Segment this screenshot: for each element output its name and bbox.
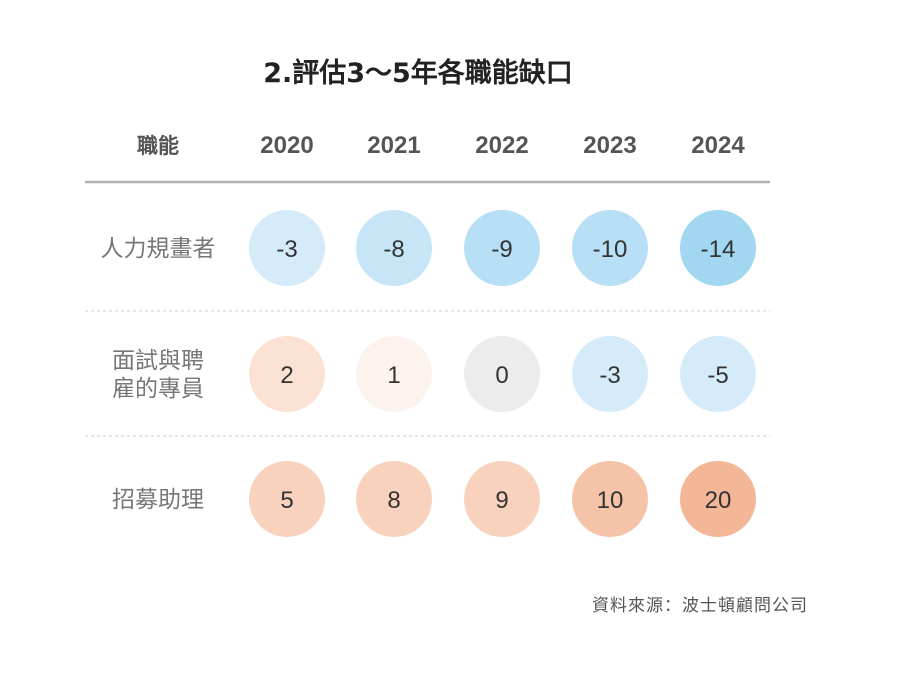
value-circle bbox=[464, 336, 540, 412]
value-circle bbox=[680, 461, 756, 537]
data-label: -10 bbox=[593, 236, 628, 263]
year-header-2020: 2020 bbox=[260, 132, 313, 159]
row-label: 面試與聘 bbox=[112, 348, 204, 374]
value-circle bbox=[249, 210, 325, 286]
data-label: 8 bbox=[387, 487, 400, 514]
data-label: -3 bbox=[599, 362, 620, 389]
data-label: 9 bbox=[495, 487, 508, 514]
data-label: -14 bbox=[701, 236, 736, 263]
value-circle bbox=[680, 210, 756, 286]
value-circle bbox=[464, 210, 540, 286]
data-label: 20 bbox=[705, 487, 732, 514]
source-note: 資料來源：波士頓顧問公司 bbox=[592, 596, 808, 616]
value-circle bbox=[572, 210, 648, 286]
year-header-2022: 2022 bbox=[475, 132, 528, 159]
data-label: -3 bbox=[276, 236, 297, 263]
value-circle bbox=[680, 336, 756, 412]
header-label-function: 職能 bbox=[137, 134, 179, 158]
data-label: -9 bbox=[491, 236, 512, 263]
year-header-group: 2020 2021 2022 2023 2024 bbox=[260, 132, 745, 159]
value-circle bbox=[356, 336, 432, 412]
data-label: 0 bbox=[495, 362, 508, 389]
row-label: 人力規畫者 bbox=[101, 236, 216, 262]
year-header-2024: 2024 bbox=[691, 132, 745, 159]
table-row: 招募助理 5 8 9 10 20 bbox=[112, 461, 756, 537]
data-label: -5 bbox=[707, 362, 728, 389]
data-label: 10 bbox=[597, 487, 624, 514]
row-label: 招募助理 bbox=[112, 487, 204, 513]
year-header-2021: 2021 bbox=[367, 132, 420, 159]
data-label: 1 bbox=[387, 362, 400, 389]
value-circle bbox=[356, 461, 432, 537]
value-circle bbox=[356, 210, 432, 286]
data-label: -8 bbox=[383, 236, 404, 263]
chart-title: 2.評估3～5年各職能缺口 bbox=[263, 57, 573, 89]
value-circle bbox=[249, 461, 325, 537]
row-label: 雇的專員 bbox=[112, 376, 204, 402]
value-circle bbox=[249, 336, 325, 412]
value-circle bbox=[572, 461, 648, 537]
data-label: 2 bbox=[280, 362, 293, 389]
value-circle bbox=[572, 336, 648, 412]
year-header-2023: 2023 bbox=[583, 132, 636, 159]
value-circle bbox=[464, 461, 540, 537]
table-row: 人力規畫者 -3 -8 -9 -10 -14 bbox=[101, 210, 756, 286]
data-label: 5 bbox=[280, 487, 293, 514]
